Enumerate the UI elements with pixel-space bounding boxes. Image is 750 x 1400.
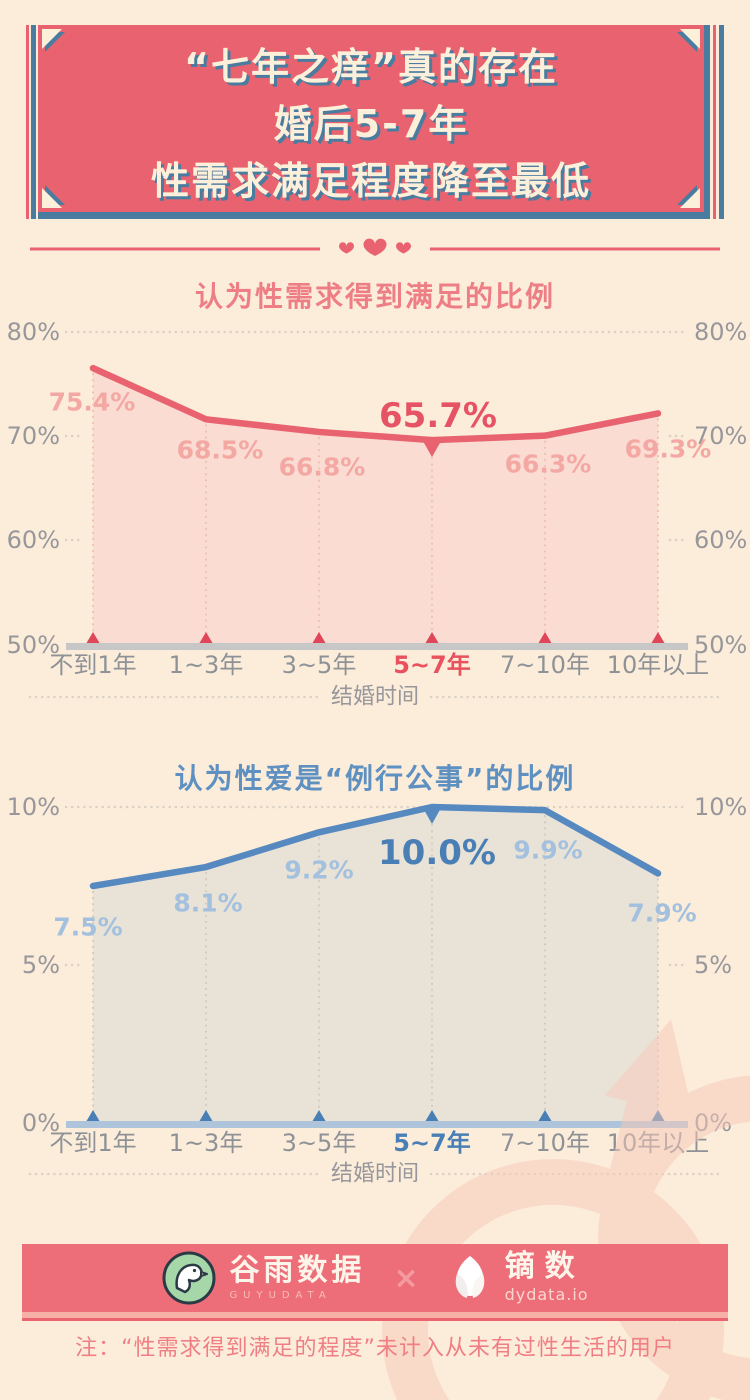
- x-tick-label: 不到1年: [49, 1129, 136, 1157]
- axis-point-marker: [86, 632, 100, 643]
- y-tick-label: 5%: [694, 951, 732, 979]
- axis-point-marker: [538, 1110, 552, 1121]
- data-line: [89, 364, 662, 444]
- x-tick-label: 10年以上: [607, 651, 710, 679]
- y-tick-label: 60%: [694, 526, 747, 554]
- heart-icon: [339, 242, 354, 254]
- value-label: 8.1%: [173, 889, 242, 918]
- x-axis-bar: [66, 1121, 688, 1128]
- axis-point-marker: [86, 1110, 100, 1121]
- guyudata-subtitle: GUYUDATA: [229, 1289, 332, 1301]
- x-tick-label: 1~3年: [169, 1129, 244, 1157]
- x-axis-bar: [66, 643, 688, 650]
- y-tick-label: 5%: [22, 951, 60, 979]
- mars-arrow: [604, 1020, 694, 1198]
- value-label: 10.0%: [378, 833, 496, 873]
- decorative-stripe-blue-right: [719, 25, 724, 219]
- y-tick-label: 0%: [22, 1109, 60, 1137]
- y-tick-label: 70%: [7, 422, 60, 450]
- x-axis-caption: 结婚时间: [331, 685, 419, 710]
- decorative-stripe-red-left: [26, 25, 29, 219]
- main-title-line-1: “七年之痒”真的存在: [184, 45, 558, 89]
- value-label: 7.9%: [627, 899, 696, 928]
- value-label: 66.3%: [505, 450, 592, 479]
- axis-point-marker: [199, 632, 213, 643]
- x-tick-label: 7~10年: [500, 651, 590, 679]
- header: “七年之痒”真的存在 婚后5-7年 性需求满足程度降至最低: [22, 25, 728, 222]
- main-title-line-3: 性需求满足程度降至最低: [150, 159, 591, 203]
- y-tick-label: 80%: [7, 318, 60, 346]
- heart-icon: [396, 242, 411, 254]
- value-label: 65.7%: [379, 396, 497, 436]
- venus-circle: [598, 1075, 750, 1400]
- value-label: 9.9%: [513, 836, 582, 865]
- chart2-routine-area-chart: 10% 10%5% 5%0% 0%7.5%8.1%9.2% 10.0% 9.9%7.9%不…: [7, 793, 748, 1187]
- footnote: 注：“性需求得到满足的程度”未计入从未有过性生活的用户: [75, 1336, 675, 1361]
- dydata-name: 镝数: [504, 1249, 585, 1284]
- y-tick-label: 70%: [694, 422, 747, 450]
- corner-decorations: [42, 29, 700, 208]
- main-title-line-2: 婚后5-7年: [273, 102, 469, 146]
- dydata-subtitle: dydata.io: [504, 1285, 589, 1304]
- value-label: 75.4%: [49, 388, 136, 417]
- highlight-notch-marker: [423, 441, 441, 458]
- y-tick-label: 60%: [7, 526, 60, 554]
- y-tick-label: 80%: [694, 318, 747, 346]
- axis-point-marker: [312, 1110, 326, 1121]
- guyudata-logo: 谷雨数据 GUYUDATA: [161, 1250, 365, 1306]
- x-tick-label: 3~5年: [282, 651, 357, 679]
- chart1-satisfaction-area-chart: 80% 80% 70% 70% 60% 60% 50% 50% 75.4% 68.5% 66.8% 6…: [7, 318, 748, 710]
- bird-logo-icon: [162, 1251, 216, 1305]
- axis-point-marker: [425, 632, 439, 643]
- y-tick-label: 10%: [7, 793, 60, 821]
- chart1-title: 认为性需求得到满足的比例: [194, 280, 555, 313]
- collaboration-x: ×: [393, 1260, 419, 1296]
- axis-point-marker: [651, 632, 665, 643]
- value-label: 9.2%: [284, 856, 353, 885]
- x-tick-label: 5~7年: [393, 651, 471, 679]
- area-fill: [93, 807, 658, 1123]
- petal-logo-icon: [455, 1256, 484, 1298]
- chart2-title: 认为性爱是“例行公事”的比例: [174, 762, 576, 795]
- highlight-notch-marker: [423, 808, 441, 824]
- axis-point-marker: [425, 1110, 439, 1121]
- x-tick-label: 3~5年: [282, 1129, 357, 1157]
- footer-brand-bar: 谷雨数据 GUYUDATA × 镝数 dydata.io: [22, 1244, 728, 1321]
- x-axis-caption: 结婚时间: [331, 1162, 419, 1187]
- x-tick-label: 1~3年: [169, 651, 244, 679]
- decorative-stripe-blue-left: [31, 25, 36, 219]
- x-tick-label: 5~7年: [393, 1129, 471, 1157]
- data-line: [89, 803, 662, 890]
- guyudata-name: 谷雨数据: [229, 1252, 366, 1288]
- mars-circle: [382, 1159, 724, 1400]
- y-tick-label: 50%: [694, 631, 747, 659]
- x-tick-label: 7~10年: [500, 1129, 590, 1157]
- axis-point-marker: [312, 632, 326, 643]
- note-divider-line: [22, 1318, 728, 1321]
- y-tick-label: 50%: [7, 631, 60, 659]
- hearts-divider: [30, 238, 720, 256]
- decorative-stripe-red-right: [713, 25, 716, 219]
- value-label: 68.5%: [177, 436, 264, 465]
- heart-icon: [363, 238, 387, 256]
- axis-point-marker: [199, 1110, 213, 1121]
- value-label: 66.8%: [279, 453, 366, 482]
- x-tick-label: 不到1年: [49, 651, 136, 679]
- dydata-logo: 镝数 dydata.io: [447, 1252, 589, 1304]
- title-box: “七年之痒”真的存在 婚后5-7年 性需求满足程度降至最低: [38, 25, 710, 219]
- value-label: 69.3%: [625, 435, 712, 464]
- axis-point-marker: [538, 632, 552, 643]
- value-label: 7.5%: [53, 913, 122, 942]
- y-tick-label: 10%: [694, 793, 747, 821]
- gender-symbols-watermark: [382, 1020, 750, 1400]
